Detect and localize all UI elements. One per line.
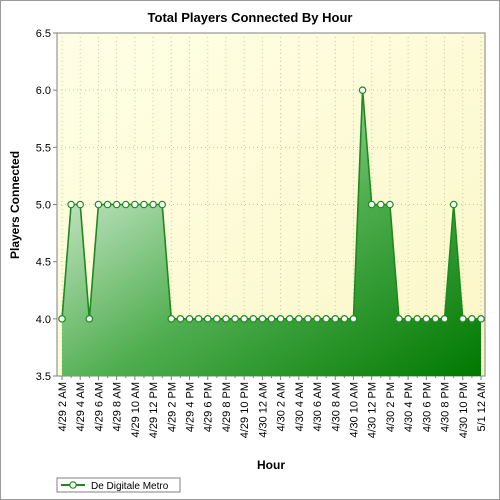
data-point-marker (167, 315, 176, 323)
x-tick-label: 4/30 6 PM (421, 382, 433, 432)
x-tick-label: 4/30 8 AM (330, 382, 342, 432)
data-point-marker (158, 200, 166, 209)
data-point-marker (295, 315, 303, 323)
y-tick-label: 6.0 (36, 85, 51, 97)
data-point-marker (440, 315, 449, 323)
x-tick-label: 4/30 4 AM (294, 382, 306, 432)
legend: De Digitale Metro (56, 477, 181, 493)
data-point-marker (331, 315, 340, 323)
data-point-marker (240, 315, 248, 323)
data-point-marker (58, 315, 66, 323)
y-tick-label: 4.0 (36, 314, 51, 326)
x-tick-label: 4/29 4 PM (185, 382, 197, 432)
data-point-marker (395, 315, 403, 323)
data-point-marker (149, 200, 157, 209)
x-axis: 4/29 2 AM 4/29 4 AM 4/29 6 AM 4/29 8 AM 4/29… (57, 376, 488, 438)
data-point-marker (404, 315, 412, 323)
x-tick-label: 4/29 4 AM (75, 382, 87, 432)
data-point-marker (367, 200, 376, 209)
data-point-marker (413, 315, 422, 323)
x-tick-label: 4/30 6 AM (312, 382, 324, 432)
chart-title: Total Players Connected By Hour (148, 10, 353, 25)
x-tick-label: 4/29 10 AM (130, 382, 142, 438)
data-point-marker (249, 315, 258, 323)
x-tick-label: 4/30 4 PM (403, 382, 415, 432)
data-point-marker (176, 315, 185, 323)
data-point-marker (131, 200, 139, 209)
data-point-marker (386, 200, 394, 209)
data-point-marker (267, 315, 276, 323)
x-tick-label: 4/29 2 AM (57, 382, 69, 432)
area-fill (62, 90, 481, 377)
y-tick-label: 6.5 (36, 28, 51, 40)
data-point-marker (377, 200, 385, 209)
data-point-marker (76, 200, 85, 209)
x-tick-label: 4/29 6 AM (93, 382, 105, 432)
data-point-marker (358, 86, 367, 94)
data-point-marker (103, 200, 112, 209)
x-tick-label: 4/30 12 PM (367, 382, 379, 438)
data-point-marker (322, 315, 330, 323)
data-point-marker (340, 315, 349, 323)
data-point-marker (185, 315, 194, 323)
data-point-marker (231, 315, 239, 323)
data-point-marker (449, 200, 458, 209)
data-point-marker (313, 315, 321, 323)
legend-box (56, 477, 181, 493)
x-tick-label: 4/29 8 AM (112, 382, 124, 432)
data-point-marker (477, 315, 485, 323)
x-axis-title: Hour (257, 458, 285, 472)
x-tick-label: 4/29 12 PM (148, 382, 160, 438)
x-tick-label: 4/29 8 PM (221, 382, 233, 432)
x-tick-label: 4/30 2 PM (385, 382, 397, 432)
y-tick-label: 5.0 (36, 200, 51, 212)
data-point-marker (203, 315, 212, 323)
x-tick-label: 4/30 2 AM (276, 382, 288, 432)
x-tick-label: 4/30 10 AM (348, 382, 360, 438)
data-point-marker (121, 200, 130, 209)
data-point-marker (285, 315, 294, 323)
y-tick-label: 3.5 (36, 371, 51, 383)
legend-marker-swatch (69, 481, 77, 489)
data-point-marker (67, 200, 75, 209)
data-point-marker (85, 315, 94, 323)
data-point-marker (94, 200, 103, 209)
data-point-marker (194, 315, 203, 323)
data-point-marker (304, 315, 312, 323)
data-point-marker (349, 315, 358, 323)
y-axis: 3.5 4.0 4.5 5.0 5.5 6.0 6.5 (36, 28, 57, 383)
x-tick-label: 4/29 10 PM (239, 382, 251, 438)
data-point-marker (422, 315, 431, 323)
data-point-marker (213, 315, 221, 323)
data-point-marker (222, 315, 230, 323)
data-point-marker (431, 315, 440, 323)
data-point-marker (140, 200, 148, 209)
x-tick-label: 5/1 12 AM (476, 382, 488, 432)
x-tick-label: 4/29 6 PM (203, 382, 215, 432)
x-tick-label: 4/30 12 AM (257, 382, 269, 438)
data-point-marker (468, 315, 476, 323)
x-tick-label: 4/29 2 PM (166, 382, 178, 432)
x-tick-label: 4/30 8 PM (440, 382, 452, 432)
y-tick-label: 5.5 (36, 142, 51, 154)
legend-label: De Digitale Metro (91, 481, 169, 492)
data-point-marker (258, 315, 267, 323)
data-point-marker (112, 200, 121, 209)
data-point-marker (276, 315, 285, 323)
x-tick-label: 4/30 10 PM (458, 382, 470, 438)
series-markers (58, 86, 485, 323)
y-axis-title: Players Connected (8, 151, 22, 259)
data-point-marker (458, 315, 467, 323)
y-tick-label: 4.5 (36, 257, 51, 269)
